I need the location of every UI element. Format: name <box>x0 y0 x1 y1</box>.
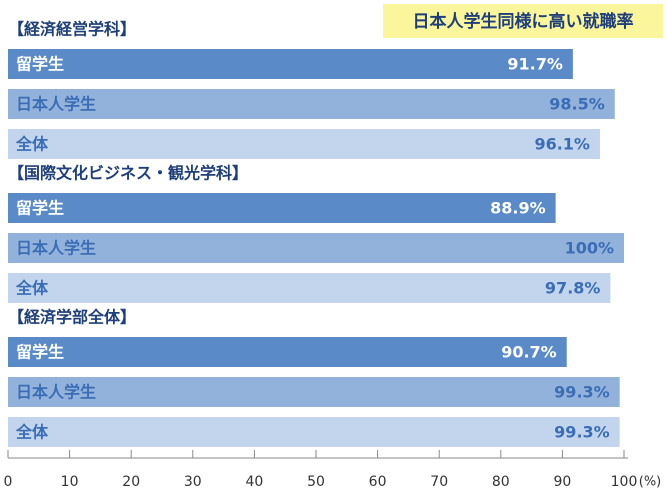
value-label: 99.3% <box>554 383 610 402</box>
value-label: 88.9% <box>490 199 546 218</box>
category-label: 日本人学生 <box>16 95 96 114</box>
bar <box>8 129 600 159</box>
x-tick-label: 40 <box>245 474 263 490</box>
value-label: 96.1% <box>534 135 590 154</box>
x-tick-label: 60 <box>369 474 387 490</box>
x-tick-label: 80 <box>492 474 510 490</box>
x-axis-label: (%) <box>639 475 662 490</box>
category-label: 全体 <box>15 279 49 298</box>
category-label: 全体 <box>15 135 49 154</box>
group-title: 【経済経営学科】 <box>8 20 136 39</box>
bar <box>8 337 567 367</box>
x-tick-label: 30 <box>184 474 202 490</box>
bar <box>8 193 556 223</box>
bar <box>8 417 620 447</box>
bar <box>8 89 615 119</box>
x-tick-label: 0 <box>4 474 13 490</box>
value-label: 91.7% <box>507 55 563 74</box>
title-badge <box>383 4 663 38</box>
value-label: 100% <box>565 239 614 258</box>
category-label: 留学生 <box>16 55 64 74</box>
value-label: 90.7% <box>501 343 557 362</box>
x-tick-label: 10 <box>61 474 79 490</box>
bar <box>8 49 573 79</box>
x-tick-label: 20 <box>122 474 140 490</box>
group-title: 【国際文化ビジネス・観光学科】 <box>8 164 248 183</box>
x-tick-label: 50 <box>307 474 325 490</box>
value-label: 98.5% <box>549 95 605 114</box>
category-label: 留学生 <box>16 343 64 362</box>
x-tick-label: 100 <box>611 474 638 490</box>
value-label: 99.3% <box>554 423 610 442</box>
x-tick-label: 90 <box>553 474 571 490</box>
value-label: 97.8% <box>545 279 601 298</box>
category-label: 日本人学生 <box>16 239 96 258</box>
chart-title: 日本人学生同様に高い就職率 <box>413 11 634 32</box>
category-label: 留学生 <box>16 199 64 218</box>
bar <box>8 233 624 263</box>
bar <box>8 377 620 407</box>
group-title: 【経済学部全体】 <box>8 308 136 327</box>
category-label: 日本人学生 <box>16 383 96 402</box>
bar <box>8 273 611 303</box>
x-tick-label: 70 <box>430 474 448 490</box>
category-label: 全体 <box>15 423 49 442</box>
